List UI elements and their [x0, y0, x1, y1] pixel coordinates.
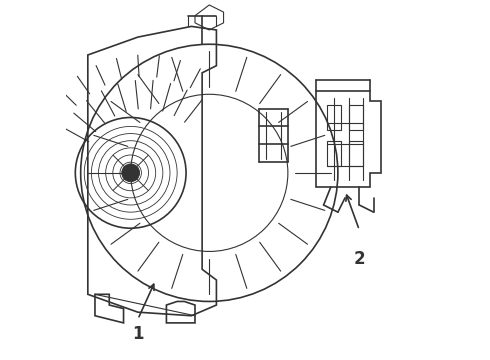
Text: 2: 2 [353, 249, 365, 267]
Text: 1: 1 [132, 325, 144, 343]
Circle shape [122, 164, 140, 182]
